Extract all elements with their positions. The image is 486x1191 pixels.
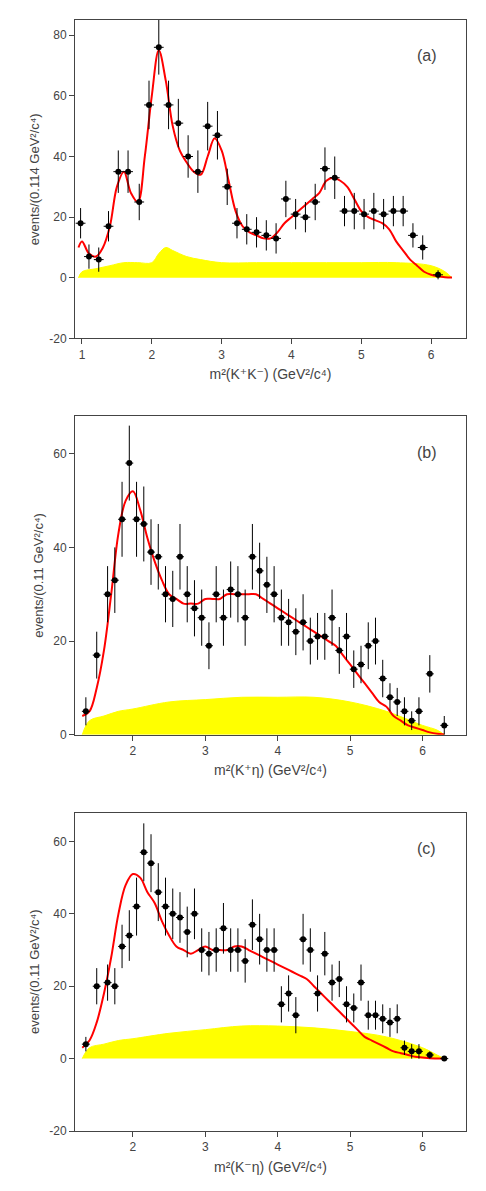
svg-text:(b): (b) — [417, 444, 437, 461]
svg-text:m²(K⁻η) (GeV²/c⁴): m²(K⁻η) (GeV²/c⁴) — [214, 1159, 327, 1175]
svg-text:0: 0 — [60, 271, 67, 285]
svg-text:6: 6 — [419, 744, 426, 758]
svg-text:3: 3 — [202, 1140, 209, 1154]
svg-text:events/(0.11 GeV²/c⁴): events/(0.11 GeV²/c⁴) — [31, 513, 46, 638]
svg-text:(a): (a) — [417, 47, 437, 64]
svg-text:0: 0 — [60, 1052, 67, 1066]
svg-text:-20: -20 — [49, 1124, 67, 1138]
svg-text:4: 4 — [288, 348, 295, 362]
svg-text:5: 5 — [347, 1140, 354, 1154]
svg-text:1: 1 — [79, 348, 86, 362]
svg-text:m²(K⁺η) (GeV²/c⁴): m²(K⁺η) (GeV²/c⁴) — [214, 762, 327, 778]
svg-text:6: 6 — [428, 348, 435, 362]
svg-text:0: 0 — [60, 728, 67, 742]
svg-text:3: 3 — [218, 348, 225, 362]
svg-text:6: 6 — [419, 1140, 426, 1154]
svg-text:60: 60 — [53, 835, 67, 849]
svg-text:2: 2 — [148, 348, 155, 362]
svg-text:(c): (c) — [417, 840, 436, 857]
svg-text:4: 4 — [274, 744, 281, 758]
svg-text:3: 3 — [202, 744, 209, 758]
svg-text:80: 80 — [53, 28, 67, 42]
svg-text:20: 20 — [53, 979, 67, 993]
svg-text:m²(K⁺K⁻) (GeV²/c⁴): m²(K⁺K⁻) (GeV²/c⁴) — [210, 366, 332, 382]
svg-text:60: 60 — [53, 447, 67, 461]
svg-text:40: 40 — [53, 150, 67, 164]
svg-text:60: 60 — [53, 89, 67, 103]
svg-text:5: 5 — [358, 348, 365, 362]
svg-text:4: 4 — [274, 1140, 281, 1154]
svg-text:40: 40 — [53, 541, 67, 555]
svg-text:events/(0.114 GeV²/c⁴): events/(0.114 GeV²/c⁴) — [27, 113, 42, 245]
svg-text:2: 2 — [130, 1140, 137, 1154]
svg-text:events/(0.11 GeV²/c⁴): events/(0.11 GeV²/c⁴) — [27, 909, 42, 1034]
svg-text:20: 20 — [53, 210, 67, 224]
svg-text:-20: -20 — [49, 332, 67, 346]
svg-text:20: 20 — [53, 634, 67, 648]
svg-text:40: 40 — [53, 907, 67, 921]
svg-text:2: 2 — [130, 744, 137, 758]
svg-text:5: 5 — [347, 744, 354, 758]
